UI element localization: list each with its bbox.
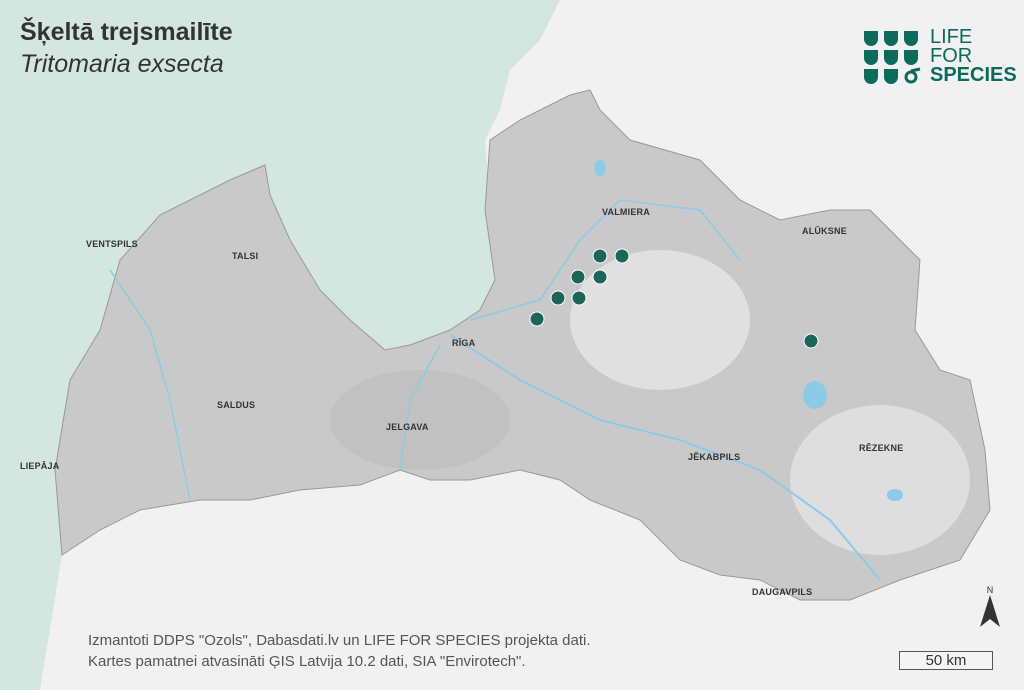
river-gauja (469, 199, 741, 321)
river-venta (109, 269, 191, 501)
city-label: LIEPĀJA (20, 461, 60, 471)
occurrence-marker[interactable] (592, 269, 608, 285)
logo-drops-icon (864, 30, 921, 84)
logo-line: LIFE (930, 26, 973, 48)
occurrence-marker[interactable] (529, 311, 545, 327)
river-lielupe (399, 344, 441, 471)
north-arrow-icon (980, 595, 1000, 627)
city-label: RĒZEKNE (859, 443, 904, 453)
city-label: TALSI (232, 251, 259, 261)
upland-vidzeme (570, 250, 750, 390)
lowland-zemgale (330, 370, 510, 470)
life-for-species-logo: LIFE FOR SPECIES (862, 26, 1017, 86)
river-daugava (449, 334, 881, 581)
city-label: VENTSPILS (86, 239, 138, 249)
sea (0, 0, 560, 690)
credits-line: Kartes pamatnei atvasināti ĢIS Latvija 1… (88, 653, 526, 670)
city-label: RĪGA (452, 338, 476, 348)
occurrence-marker[interactable] (592, 248, 608, 264)
lake-razna (887, 489, 903, 501)
map-subtitle: Tritomaria exsecta (20, 50, 224, 78)
map-title: Šķeltā trejsmailīte (20, 18, 233, 46)
city-label: DAUGAVPILS (752, 587, 813, 597)
lake-burtnieks (594, 160, 606, 176)
occurrence-marker[interactable] (614, 248, 630, 264)
upland-latgale (790, 405, 970, 555)
logo-line: FOR (930, 45, 973, 67)
north-label: N (986, 585, 994, 595)
lake-lubans (803, 381, 827, 409)
scale-bar: 50 km (899, 651, 993, 670)
credits-line: Izmantoti DDPS "Ozols", Dabasdati.lv un … (88, 632, 591, 649)
logo-line: SPECIES (930, 64, 1017, 86)
city-label: ALŪKSNE (802, 226, 847, 236)
data-credits: Izmantoti DDPS "Ozols", Dabasdati.lv un … (88, 630, 591, 672)
north-arrow: N (978, 585, 1002, 632)
occurrence-marker[interactable] (570, 269, 586, 285)
city-label: VALMIERA (602, 207, 650, 217)
occurrence-marker[interactable] (550, 290, 566, 306)
latvia-territory (54, 89, 991, 601)
occurrence-marker[interactable] (803, 333, 819, 349)
city-label: SALDUS (217, 400, 256, 410)
occurrence-marker[interactable] (571, 290, 587, 306)
city-label: JELGAVA (386, 422, 429, 432)
city-label: JĒKABPILS (688, 452, 741, 462)
